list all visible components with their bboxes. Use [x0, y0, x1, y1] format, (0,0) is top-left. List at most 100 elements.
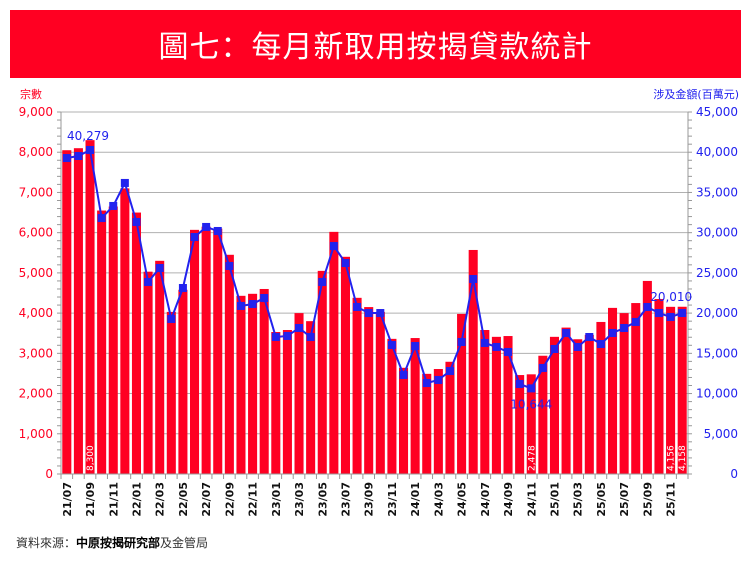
x-tick-label: 23/05: [316, 482, 329, 517]
x-tick-label: 23/03: [293, 482, 306, 517]
bar-data-label: 8,300: [86, 445, 96, 471]
bar: [596, 321, 606, 474]
bar: [526, 374, 536, 474]
bar: [607, 307, 618, 474]
line-marker: [515, 379, 524, 388]
x-tick-label: 22/09: [223, 482, 236, 517]
bar: [62, 150, 72, 474]
bar: [329, 231, 339, 474]
right-tick-label: 25,000: [696, 266, 738, 280]
line-marker: [422, 379, 431, 388]
bar: [631, 303, 641, 474]
line-marker: [295, 323, 304, 332]
line-marker: [364, 309, 373, 318]
source-prefix: 資料來源：: [16, 536, 77, 550]
left-tick-label: 2,000: [19, 387, 53, 401]
left-axis-title: 宗數: [20, 88, 42, 101]
bar: [573, 339, 583, 474]
right-tick-label: 0: [730, 467, 738, 481]
line-marker: [353, 302, 362, 311]
bar: [480, 330, 490, 474]
line-marker: [376, 309, 385, 318]
x-tick-label: 21/11: [107, 482, 120, 517]
bar: [619, 313, 629, 474]
x-tick-label: 24/03: [432, 482, 445, 517]
right-tick-label: 20,000: [696, 306, 738, 320]
x-tick-label: 24/05: [456, 482, 469, 517]
bar: [178, 289, 188, 474]
x-tick-label: 24/11: [525, 482, 538, 517]
bar: [282, 330, 292, 474]
bar: [666, 306, 676, 474]
line-marker: [480, 338, 489, 347]
left-tick-label: 5,000: [19, 266, 53, 280]
line-marker: [120, 178, 129, 187]
x-tick-label: 24/09: [502, 482, 515, 517]
line-marker: [550, 344, 559, 353]
bar: [468, 249, 478, 474]
line-marker: [341, 258, 350, 267]
bar: [364, 307, 374, 474]
bar: [375, 311, 385, 474]
bar: [584, 334, 594, 474]
line-marker: [538, 363, 547, 372]
bar: [294, 313, 304, 474]
line-marker: [283, 331, 292, 340]
x-tick-label: 25/07: [618, 482, 631, 517]
line-marker: [585, 333, 594, 342]
line-marker: [213, 226, 222, 235]
line-marker: [654, 309, 663, 318]
bar: [73, 148, 83, 474]
bar: [97, 210, 107, 475]
x-tick-label: 22/05: [177, 482, 190, 517]
line-marker: [225, 261, 234, 270]
line-marker: [167, 314, 176, 323]
bar: [166, 311, 176, 474]
line-marker: [86, 145, 95, 154]
left-tick-label: 8,000: [19, 145, 53, 159]
line-marker: [469, 275, 478, 284]
bar: [457, 313, 467, 474]
bar: [654, 299, 664, 474]
line-marker: [620, 323, 629, 332]
line-marker: [608, 328, 617, 337]
bar: [642, 280, 652, 474]
line-marker: [74, 152, 83, 161]
line-marker: [260, 293, 269, 302]
bar: [503, 336, 513, 474]
line-marker: [271, 333, 280, 342]
line-marker: [248, 300, 257, 309]
line-marker: [527, 384, 536, 393]
bar: [433, 369, 443, 474]
line-marker: [155, 263, 164, 272]
line-marker: [178, 284, 187, 293]
line-marker: [504, 347, 513, 356]
bar: [236, 295, 246, 474]
right-tick-label: 5,000: [704, 427, 738, 441]
x-tick-label: 22/01: [130, 482, 143, 517]
bar: [549, 336, 560, 474]
bar: [561, 327, 571, 474]
bar: [422, 373, 432, 474]
line-marker: [236, 301, 245, 310]
line-marker: [445, 367, 454, 376]
line-marker: [573, 342, 582, 351]
left-tick-label: 4,000: [19, 306, 53, 320]
right-tick-label: 10,000: [696, 387, 738, 401]
line-marker: [306, 333, 315, 342]
right-tick-label: 40,000: [696, 145, 738, 159]
line-marker: [643, 302, 652, 311]
x-tick-label: 25/01: [548, 482, 561, 517]
bar: [352, 297, 362, 474]
line-marker: [399, 370, 408, 379]
title-banner: 圖七：每月新取用按揭貸款統計: [10, 10, 741, 78]
line-marker: [631, 317, 640, 326]
x-tick-label: 22/07: [200, 482, 213, 517]
bar: [213, 228, 223, 474]
line-marker: [132, 217, 141, 226]
bar: [410, 338, 420, 474]
x-tick-label: 21/07: [61, 482, 74, 517]
left-tick-label: 1,000: [19, 427, 53, 441]
bar: [387, 338, 397, 474]
line-marker: [562, 328, 571, 337]
